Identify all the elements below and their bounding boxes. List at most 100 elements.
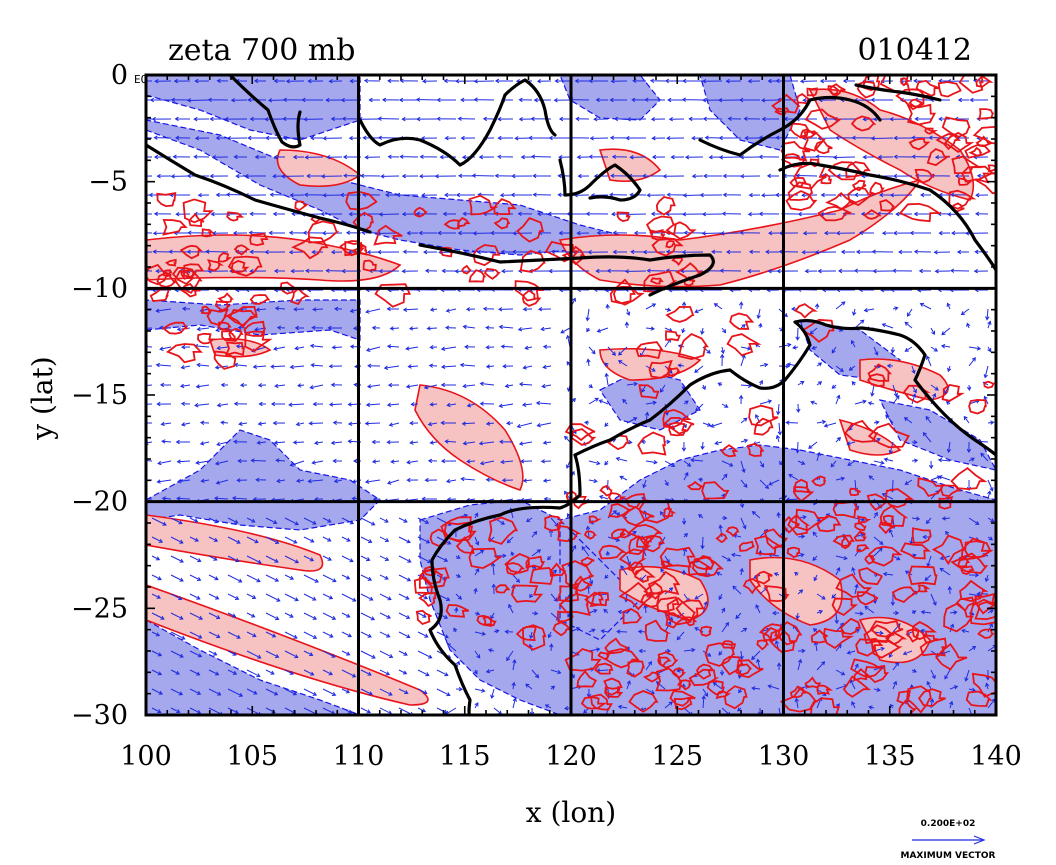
contour-loop xyxy=(599,484,613,497)
wind-vector xyxy=(146,99,153,101)
wind-vector xyxy=(987,517,995,523)
wind-vector xyxy=(322,593,334,600)
wind-vector xyxy=(186,98,210,103)
wind-vector xyxy=(265,555,279,563)
contour-loop xyxy=(664,330,681,342)
wind-vector xyxy=(684,155,704,160)
wind-vector xyxy=(325,268,343,273)
wind-vector xyxy=(645,460,658,465)
wind-vector xyxy=(170,669,180,675)
wind-vector xyxy=(925,415,932,424)
wind-vector xyxy=(421,496,438,502)
wind-vector xyxy=(550,569,558,576)
wind-vector xyxy=(360,669,372,676)
wind-vector xyxy=(153,211,172,217)
wind-vector xyxy=(631,97,647,103)
wind-vector xyxy=(964,669,970,682)
contour-loop xyxy=(789,122,810,138)
wind-vector xyxy=(181,306,191,312)
wind-vector xyxy=(427,421,438,427)
wind-vector xyxy=(189,555,202,563)
wind-vector xyxy=(683,647,696,653)
contour-loop xyxy=(162,218,188,236)
wind-vector xyxy=(713,303,723,310)
wind-vector xyxy=(341,650,351,656)
wind-vector xyxy=(405,384,419,389)
wind-vector xyxy=(740,417,748,424)
wind-vector xyxy=(694,365,704,373)
wind-vector xyxy=(341,631,352,638)
wind-vector xyxy=(926,680,932,690)
wind-vector xyxy=(220,382,229,388)
wind-vector xyxy=(437,230,456,236)
wind-vector xyxy=(465,307,476,312)
contour-loop xyxy=(804,676,822,689)
wind-vector xyxy=(664,307,672,312)
wind-vector xyxy=(274,306,286,311)
wind-vector xyxy=(510,551,515,557)
wind-vector xyxy=(738,688,743,694)
wind-vector xyxy=(817,268,837,274)
wind-vector xyxy=(378,268,400,274)
wind-vector xyxy=(542,440,552,445)
wind-vector xyxy=(444,439,457,444)
wind-vector xyxy=(609,135,628,140)
wind-vector xyxy=(386,439,400,445)
wind-vector xyxy=(683,471,689,481)
wind-vector xyxy=(398,97,418,103)
wind-vector xyxy=(497,116,514,122)
wind-vector xyxy=(159,382,172,388)
wind-vector xyxy=(975,211,989,217)
wind-vector xyxy=(314,440,324,446)
contour-loop xyxy=(935,133,961,151)
contour-loop xyxy=(687,559,714,576)
wind-vector xyxy=(536,422,552,428)
wind-vector xyxy=(227,688,244,697)
wind-vector xyxy=(436,97,457,103)
contour-loop xyxy=(612,278,645,306)
wind-vector xyxy=(265,574,280,582)
wind-vector xyxy=(682,78,704,84)
wind-vector xyxy=(701,384,706,391)
wind-vector xyxy=(322,688,337,696)
wind-vector xyxy=(814,250,837,255)
wind-vector xyxy=(920,610,932,615)
wind-vector xyxy=(659,384,666,393)
wind-vector xyxy=(252,364,267,369)
wind-vector xyxy=(281,174,305,179)
wind-vector xyxy=(508,603,514,614)
contour-loop xyxy=(156,191,177,208)
wind-vector xyxy=(168,249,191,254)
contour-loop xyxy=(149,287,171,303)
wind-vector xyxy=(460,97,476,103)
contour-loop xyxy=(415,609,432,626)
wind-vector xyxy=(159,346,172,351)
wind-vector xyxy=(802,230,818,236)
wind-vector xyxy=(683,230,704,235)
wind-vector xyxy=(796,403,801,413)
wind-vector xyxy=(542,364,552,370)
wind-vector xyxy=(740,173,761,179)
wind-vector xyxy=(473,587,478,595)
wind-vector xyxy=(699,192,723,198)
wind-vector xyxy=(238,421,248,426)
wind-vector xyxy=(974,249,989,255)
wind-vector xyxy=(246,536,259,544)
wind-vector xyxy=(146,403,153,405)
wind-vector xyxy=(797,381,805,386)
contour-loop xyxy=(899,542,931,560)
wind-vector xyxy=(854,611,864,616)
wind-vector xyxy=(892,661,899,671)
wind-vector xyxy=(341,688,351,694)
wind-vector xyxy=(367,363,381,369)
wind-vector xyxy=(200,420,210,426)
contour-loop xyxy=(777,621,803,646)
wind-vector xyxy=(721,211,742,216)
wind-vector xyxy=(718,524,723,538)
wind-vector xyxy=(919,302,932,310)
wind-vector xyxy=(306,173,323,179)
wind-vector xyxy=(873,547,883,557)
wind-vector xyxy=(566,460,571,469)
contour-loop xyxy=(628,535,652,556)
